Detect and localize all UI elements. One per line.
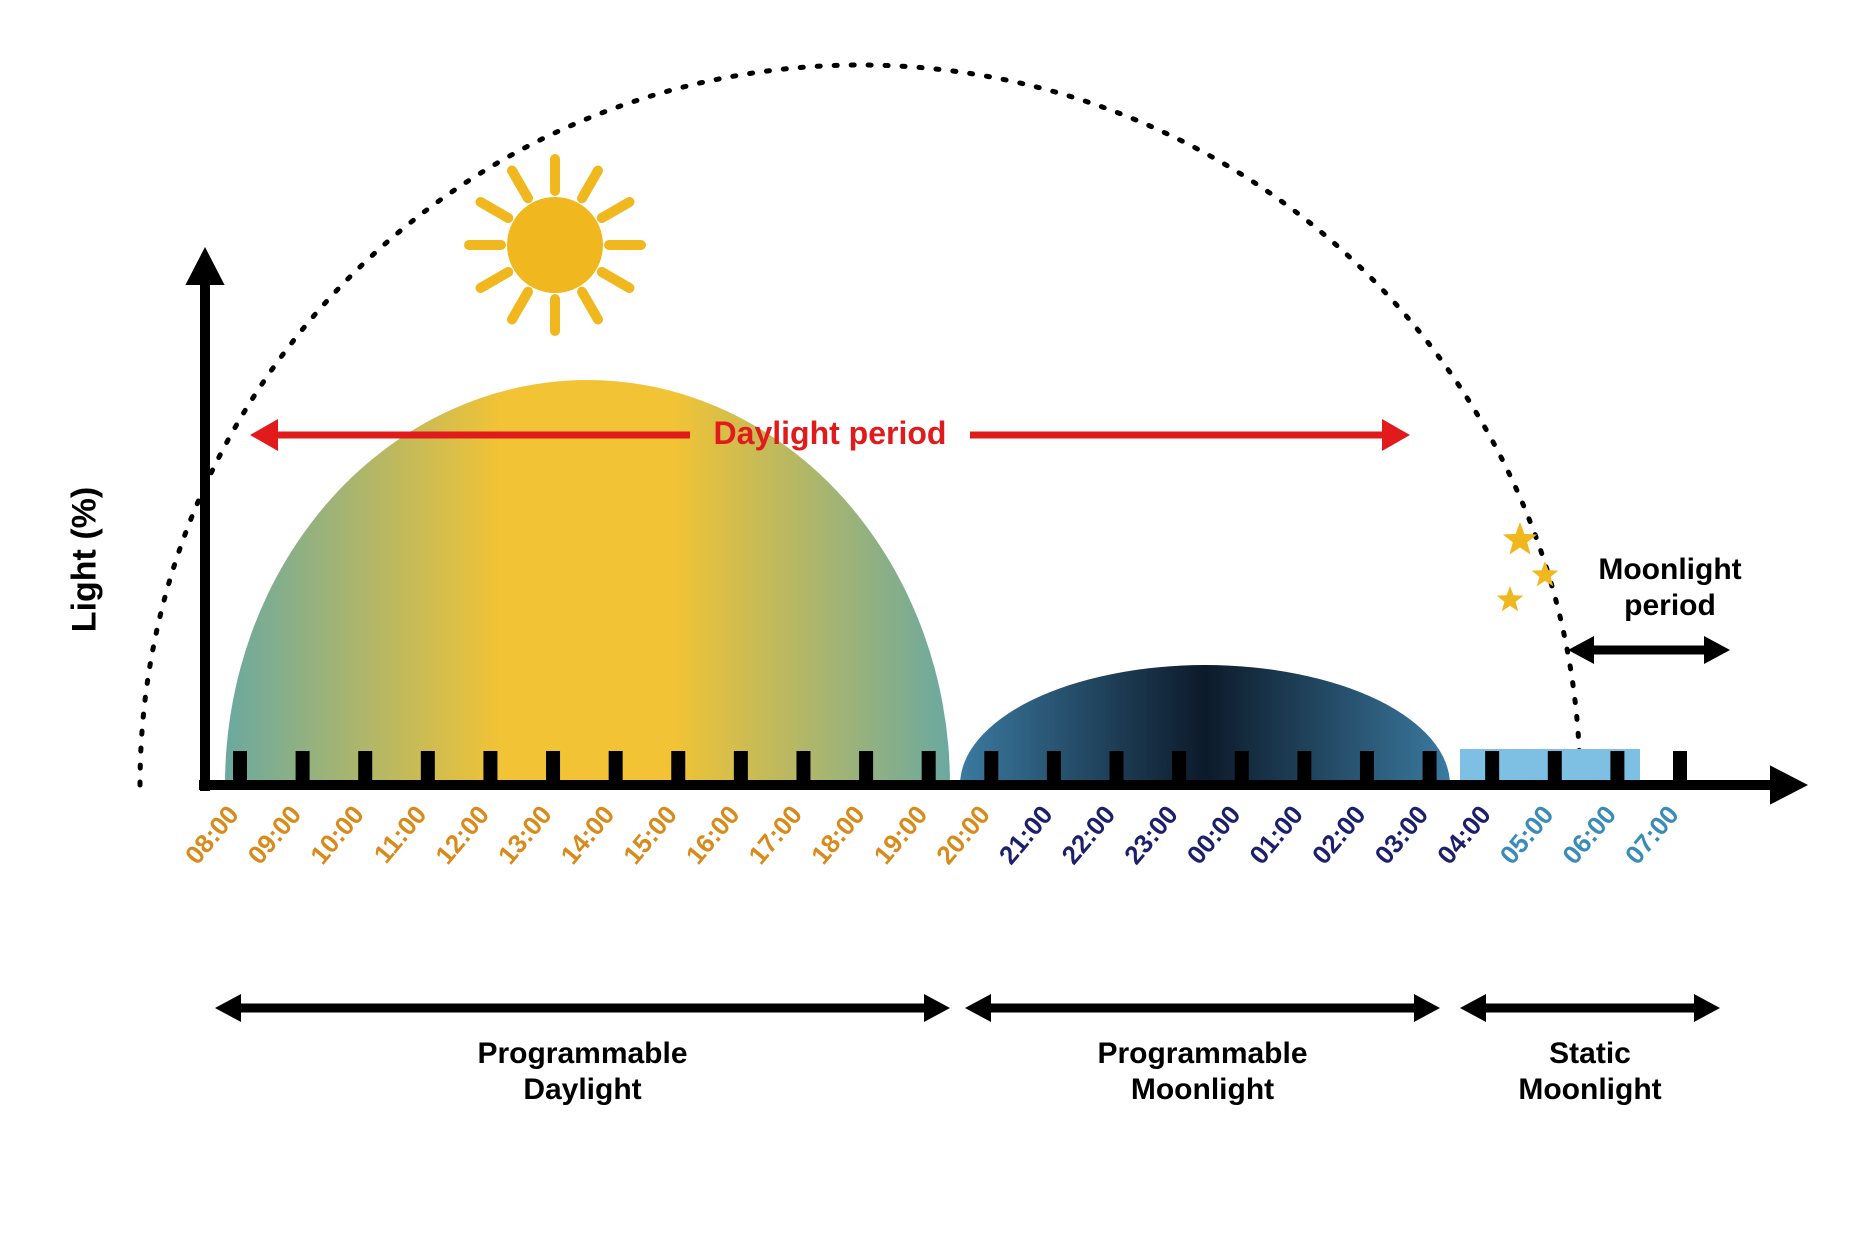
time-tick-label: 20:00 (930, 800, 996, 870)
time-tick-label: 12:00 (429, 800, 495, 870)
time-tick-label: 02:00 (1306, 800, 1372, 870)
region-label: Moonlight (1131, 1073, 1274, 1106)
time-tick-label: 01:00 (1243, 800, 1309, 870)
time-tick-label: 19:00 (868, 800, 934, 870)
time-tick-label: 14:00 (555, 800, 621, 870)
region-label: Daylight (523, 1073, 641, 1106)
moonlight-period-label: Moonlightperiod (1560, 552, 1780, 624)
region-label: Moonlight (1518, 1073, 1661, 1106)
time-tick-label: 22:00 (1055, 800, 1121, 870)
time-tick-label: 23:00 (1118, 800, 1184, 870)
sun-icon (469, 159, 641, 331)
moon-icon (1419, 522, 1559, 643)
diagram-container: { "chart": { "type": "infographic", "bac… (0, 0, 1860, 1236)
time-tick-label: 21:00 (993, 800, 1059, 870)
y-axis-label: Light (%) (66, 450, 105, 670)
region-label: Programmable (1097, 1037, 1307, 1070)
region-label: Static (1549, 1037, 1631, 1070)
time-tick-label: 17:00 (742, 800, 808, 870)
time-tick-label: 08:00 (179, 800, 245, 870)
daylight-period-label: Daylight period (690, 415, 970, 452)
time-tick-label: 13:00 (492, 800, 558, 870)
time-tick-label: 10:00 (304, 800, 370, 870)
time-tick-label: 15:00 (617, 800, 683, 870)
time-tick-label: 03:00 (1368, 800, 1434, 870)
time-tick-label: 00:00 (1181, 800, 1247, 870)
moonlight-hump (960, 665, 1450, 785)
time-tick-label: 18:00 (805, 800, 871, 870)
time-tick-label: 09:00 (241, 800, 307, 870)
time-tick-label: 07:00 (1619, 800, 1685, 870)
time-tick-label: 11:00 (368, 800, 433, 869)
time-tick-label: 16:00 (680, 800, 746, 870)
time-tick-label: 05:00 (1494, 800, 1560, 870)
time-tick-label: 04:00 (1431, 800, 1497, 870)
region-label: Programmable (477, 1037, 687, 1070)
time-tick-label: 06:00 (1556, 800, 1622, 870)
